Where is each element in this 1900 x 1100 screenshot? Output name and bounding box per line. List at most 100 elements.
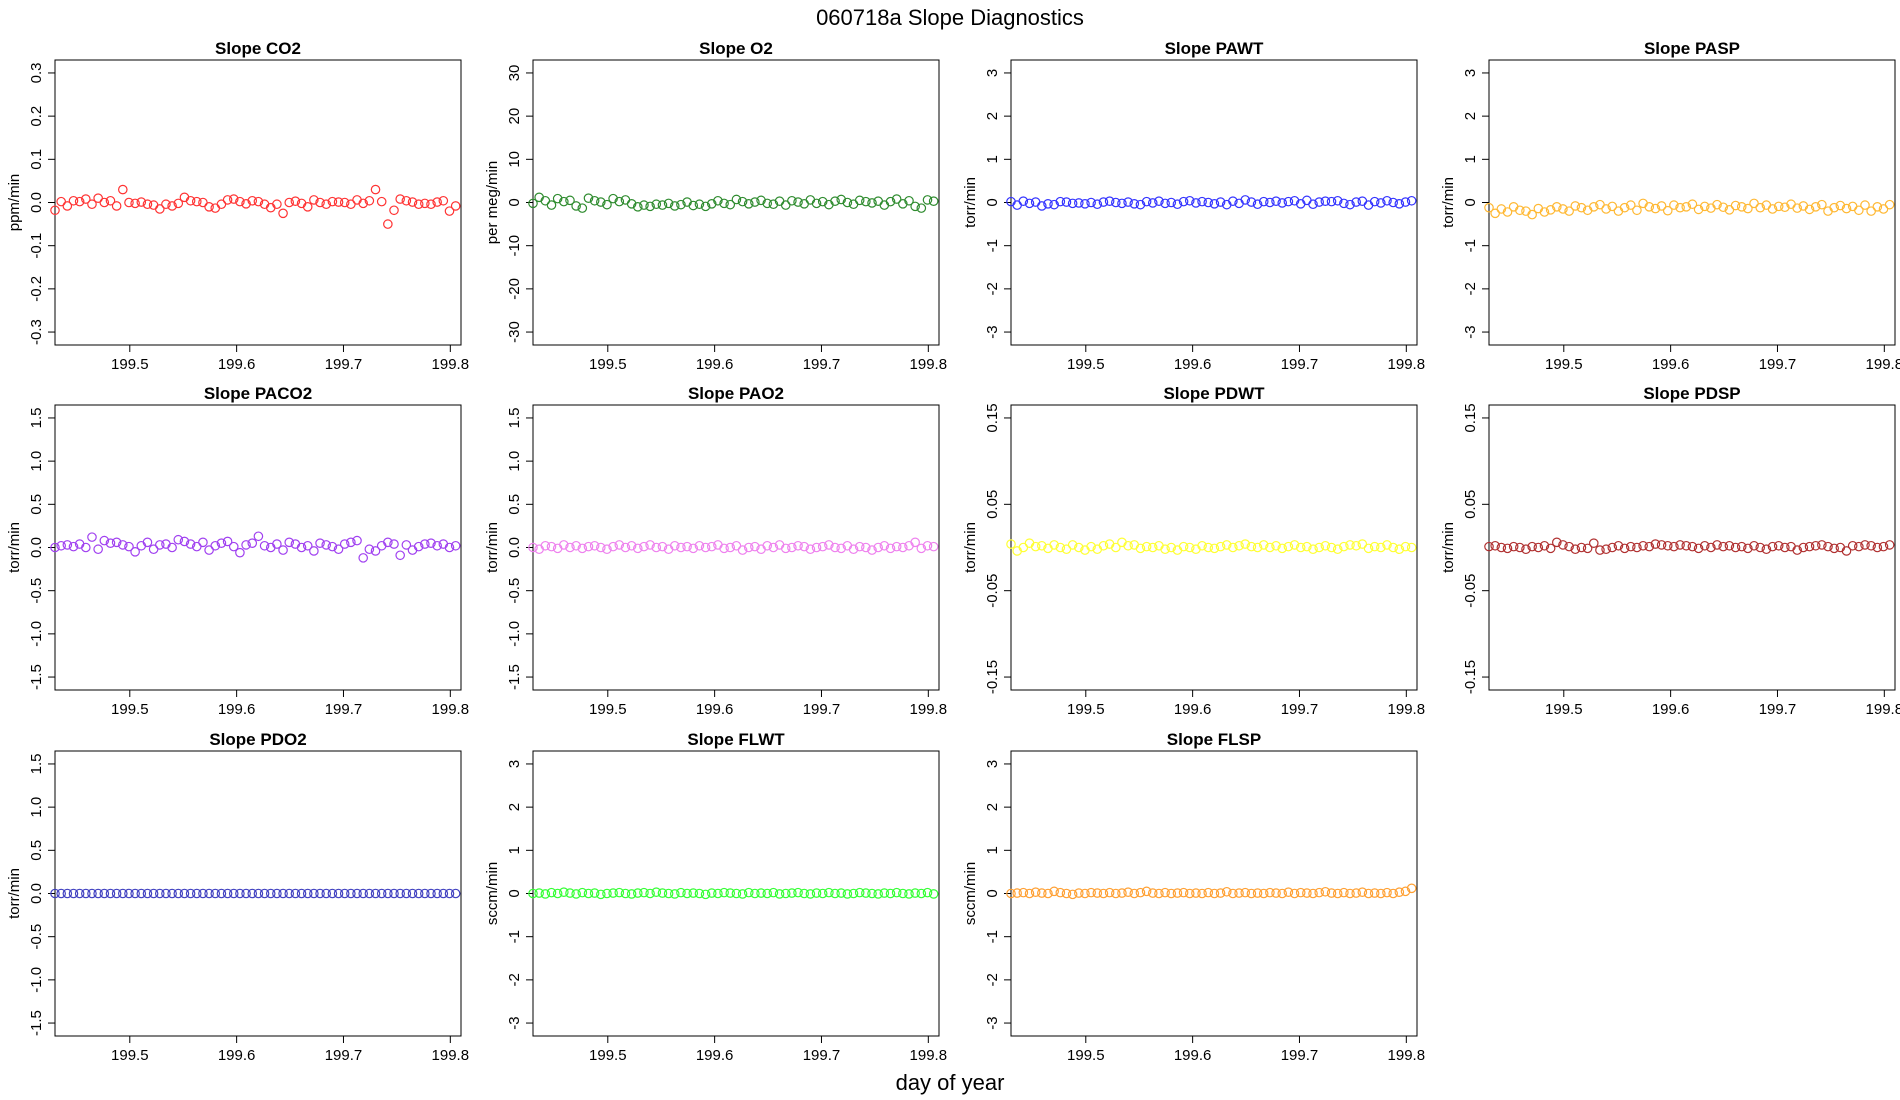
y-axis-label: torr/min — [1440, 177, 1457, 228]
data-point — [1030, 887, 1041, 898]
panel-slope-flwt: Slope FLWT 199.5 199.6 199.7 199.8 -3 -2 -1 0 1 2 3… — [484, 730, 947, 1064]
data-point — [1632, 542, 1642, 553]
data-point — [1172, 888, 1183, 898]
data-point — [1693, 543, 1704, 554]
data-point — [247, 538, 258, 548]
data-point — [253, 196, 264, 207]
data-point — [565, 888, 575, 898]
y-axis-label: torr/min — [962, 522, 979, 573]
y-tick-label: 0 — [1462, 198, 1479, 206]
data-point — [1656, 201, 1667, 211]
data-point — [1357, 887, 1368, 898]
y-tick-label: -0.1 — [28, 233, 45, 259]
data-point — [1154, 196, 1164, 207]
x-tick-label: 199.6 — [218, 701, 256, 718]
data-point — [339, 197, 350, 208]
y-tick-label: 3 — [984, 69, 1001, 77]
data-point — [1098, 540, 1109, 551]
data-point — [1086, 887, 1096, 898]
data-point — [614, 887, 625, 898]
data-point — [596, 197, 606, 207]
data-point — [74, 196, 85, 207]
data-point — [1080, 198, 1090, 209]
data-point — [737, 889, 748, 899]
figure-x-axis-label: day of year — [896, 1070, 1005, 1095]
y-tick-label: 2 — [1462, 112, 1479, 120]
y-tick-label: -30 — [506, 321, 523, 343]
data-point — [916, 203, 927, 213]
data-point — [1049, 886, 1059, 897]
y-tick-label: 2 — [984, 803, 1001, 811]
panel-title: Slope O2 — [699, 39, 773, 58]
data-point — [669, 201, 680, 211]
data-point — [1178, 887, 1189, 898]
data-point — [296, 888, 307, 899]
data-point — [284, 197, 295, 208]
data-point — [793, 197, 803, 207]
data-point — [1246, 888, 1257, 899]
data-point — [1650, 539, 1661, 549]
plot-frame — [54, 404, 462, 691]
data-point — [879, 888, 890, 898]
y-tick-label: -1.5 — [28, 664, 45, 690]
data-point — [589, 540, 600, 551]
data-point — [1209, 888, 1220, 899]
data-point — [1847, 540, 1858, 551]
y-tick-label: -20 — [506, 278, 523, 300]
data-point — [1191, 198, 1201, 208]
y-tick-label: 1.5 — [506, 408, 523, 429]
data-point — [663, 888, 674, 899]
panel-slope-pdwt: Slope PDWT 199.5 199.6 199.7 199.8 -0.15 -0.05… — [962, 384, 1425, 718]
data-point — [1184, 195, 1195, 206]
data-point — [1730, 200, 1741, 211]
data-point — [1074, 198, 1084, 208]
data-point — [1067, 198, 1078, 209]
data-point — [1613, 540, 1624, 551]
data-point — [848, 888, 859, 899]
plot-frame — [1010, 404, 1418, 691]
data-point — [210, 540, 221, 551]
data-point — [1339, 887, 1349, 898]
data-point — [1810, 202, 1821, 212]
data-point — [1049, 540, 1059, 550]
data-point — [1129, 888, 1140, 899]
data-point — [1283, 887, 1294, 898]
data-point — [713, 195, 723, 206]
data-point — [836, 888, 846, 898]
data-point — [1252, 199, 1263, 210]
data-point — [830, 196, 840, 207]
data-point — [321, 199, 332, 210]
data-point — [1582, 543, 1593, 554]
data-point — [142, 888, 153, 899]
data-point — [1135, 887, 1146, 898]
data-point — [1271, 196, 1281, 207]
x-tick-label: 199.6 — [696, 1047, 734, 1064]
data-point — [1773, 540, 1784, 551]
x-tick-label: 199.8 — [910, 701, 948, 718]
data-point — [1012, 888, 1022, 898]
x-tick-label: 199.8 — [1866, 356, 1900, 373]
data-point — [552, 888, 563, 899]
data-point — [596, 542, 606, 553]
data-point — [228, 888, 239, 899]
panel-title: Slope PAO2 — [688, 384, 784, 403]
data-point — [1854, 205, 1864, 216]
panel-title: Slope PDO2 — [209, 730, 306, 749]
data-point — [657, 541, 668, 552]
data-point — [1314, 542, 1324, 553]
data-point — [725, 199, 736, 210]
data-point — [1699, 540, 1710, 551]
x-tick-label: 199.8 — [432, 356, 470, 373]
data-point — [105, 538, 116, 548]
data-point — [1166, 542, 1177, 553]
y-tick-label: 0.3 — [28, 63, 45, 84]
data-point — [93, 544, 103, 555]
data-point — [805, 544, 816, 555]
data-point — [1854, 541, 1864, 552]
data-point — [99, 197, 110, 208]
data-point — [1718, 202, 1729, 213]
data-point — [700, 201, 711, 212]
data-point — [632, 202, 643, 212]
data-point — [688, 200, 699, 211]
data-point — [185, 195, 196, 206]
